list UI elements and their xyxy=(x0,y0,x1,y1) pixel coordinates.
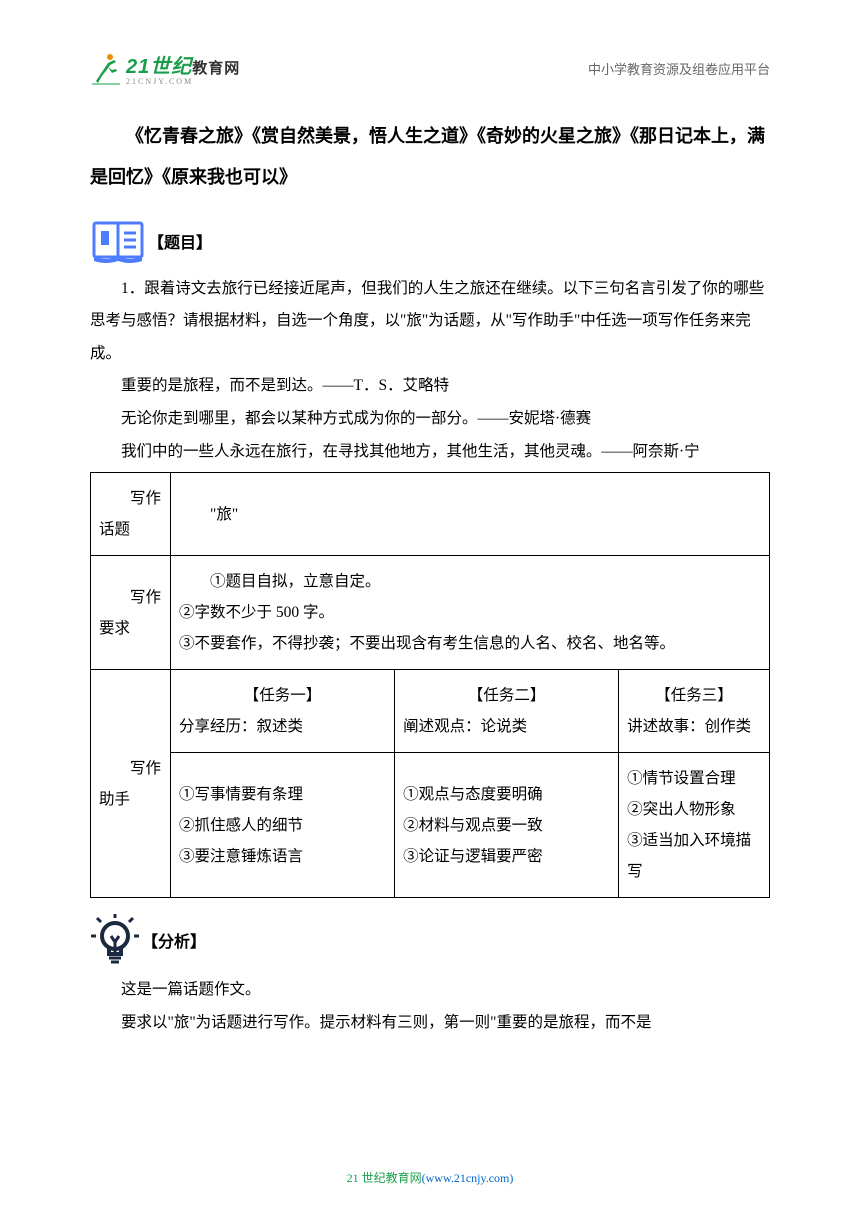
writing-table: 写作话题 "旅" 写作要求 ①题目自拟，立意自定。 ②字数不少于 500 字。 … xyxy=(90,472,770,898)
header-row: 21世纪教育网 21CNJY.COM 中小学教育资源及组卷应用平台 xyxy=(90,50,770,86)
section-analysis-label: 【分析】 xyxy=(142,928,206,952)
logo: 21世纪教育网 21CNJY.COM xyxy=(90,50,240,86)
task1-sub: 分享经历：叙述类 xyxy=(179,711,386,742)
document-title: 《忆青春之旅》《赏自然美景，悟人生之道》《奇妙的火星之旅》《那日记本上，满是回忆… xyxy=(90,116,770,199)
logo-text-wrap: 21世纪教育网 21CNJY.COM xyxy=(126,50,240,86)
prompt-body: 1．跟着诗文去旅行已经接近尾声，但我们的人生之旅还在继续。以下三句名言引发了你的… xyxy=(90,273,770,371)
cell-helper-label: 写作助手 xyxy=(91,670,171,898)
page-footer: 21 世纪教育网(www.21cnjy.com) xyxy=(0,1169,860,1186)
cell-task2-header: 【任务二】 阐述观点：论说类 xyxy=(395,670,619,753)
header-platform-text: 中小学教育资源及组卷应用平台 xyxy=(588,59,770,78)
logo-sub-text: 教育网 xyxy=(192,60,240,77)
logo-main-text: 21世纪 xyxy=(126,56,192,78)
quote-1: 重要的是旅程，而不是到达。——T．S．艾略特 xyxy=(90,370,770,403)
cell-task2-items: ①观点与态度要明确 ②材料与观点要一致 ③论证与逻辑要严密 xyxy=(395,753,619,898)
cell-task3-items: ①情节设置合理 ②突出人物形象 ③适当加入环境描写 xyxy=(619,753,770,898)
table-row: 写作话题 "旅" xyxy=(91,473,770,556)
cell-task1-items: ①写事情要有条理 ②抓住感人的细节 ③要注意锤炼语言 xyxy=(171,753,395,898)
table-row: ①写事情要有条理 ②抓住感人的细节 ③要注意锤炼语言 ①观点与态度要明确 ②材料… xyxy=(91,753,770,898)
table-row: 写作助手 【任务一】 分享经历：叙述类 【任务二】 阐述观点：论说类 【任务三】… xyxy=(91,670,770,753)
quote-3: 我们中的一些人永远在旅行，在寻找其他地方，其他生活，其他灵魂。——阿奈斯·宁 xyxy=(90,436,770,469)
footer-url: (www.21cnjy.com) xyxy=(422,1171,514,1185)
task2-heading: 【任务二】 xyxy=(403,680,610,711)
quote-2: 无论你走到哪里，都会以某种方式成为你的一部分。——安妮塔·德赛 xyxy=(90,403,770,436)
analysis-line-1: 这是一篇话题作文。 xyxy=(90,974,770,1007)
section-analysis-header: 【分析】 xyxy=(90,914,770,966)
logo-domain: 21CNJY.COM xyxy=(126,77,240,86)
analysis-line-2: 要求以"旅"为话题进行写作。提示材料有三则，第一则"重要的是旅程，而不是 xyxy=(90,1007,770,1040)
cell-req-label: 写作要求 xyxy=(91,556,171,670)
task3-heading: 【任务三】 xyxy=(627,680,761,711)
task1-heading: 【任务一】 xyxy=(179,680,386,711)
cell-req-value: ①题目自拟，立意自定。 ②字数不少于 500 字。 ③不要套作，不得抄袭；不要出… xyxy=(171,556,770,670)
cell-task3-header: 【任务三】 讲述故事：创作类 xyxy=(619,670,770,753)
cell-task1-header: 【任务一】 分享经历：叙述类 xyxy=(171,670,395,753)
cell-topic-value: "旅" xyxy=(171,473,770,556)
page-container: 21世纪教育网 21CNJY.COM 中小学教育资源及组卷应用平台 《忆青春之旅… xyxy=(0,0,860,1079)
task2-sub: 阐述观点：论说类 xyxy=(403,711,610,742)
runner-icon xyxy=(90,51,122,85)
lightbulb-icon xyxy=(90,914,140,966)
table-row: 写作要求 ①题目自拟，立意自定。 ②字数不少于 500 字。 ③不要套作，不得抄… xyxy=(91,556,770,670)
task3-sub: 讲述故事：创作类 xyxy=(627,711,761,742)
section-prompt-header: 【题目】 xyxy=(90,217,770,265)
book-icon xyxy=(90,217,146,265)
section-prompt-label: 【题目】 xyxy=(148,229,212,253)
cell-topic-label: 写作话题 xyxy=(91,473,171,556)
footer-brand: 21 世纪教育网 xyxy=(347,1171,422,1185)
